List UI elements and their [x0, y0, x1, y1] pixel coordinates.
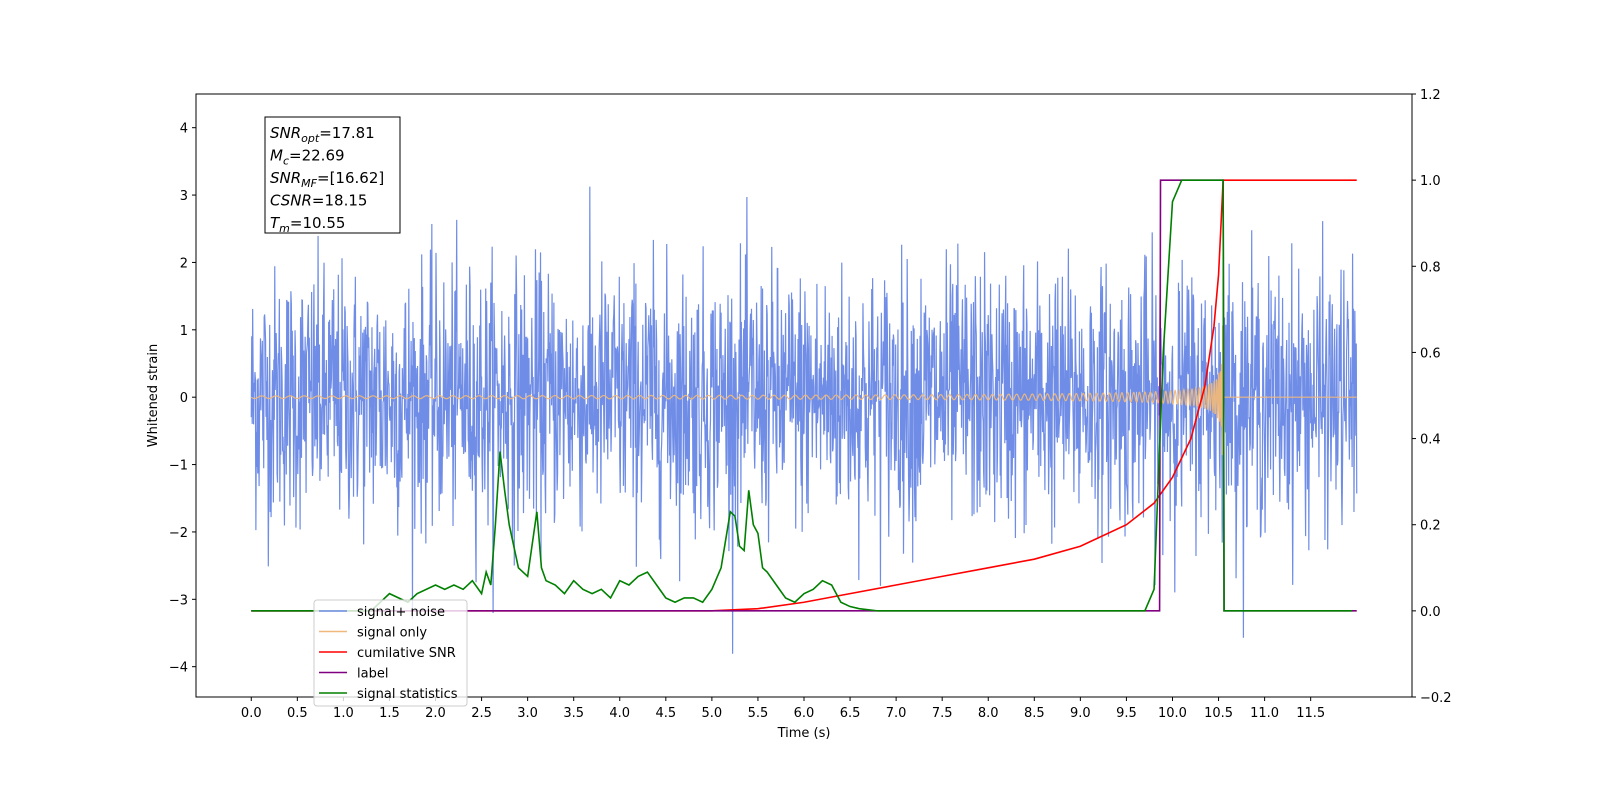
x-tick-label: 10.5	[1204, 706, 1233, 721]
y-left-tick-label: −2	[169, 526, 188, 541]
y-left-tick-label: 0	[180, 391, 188, 406]
x-tick-label: 9.0	[1070, 706, 1091, 721]
legend-entry: label	[357, 667, 388, 682]
x-tick-label: 0.0	[241, 706, 262, 721]
y-right-tick-label: 0.6	[1420, 346, 1441, 361]
y-left-tick-label: 4	[180, 122, 188, 137]
legend-entry: signal only	[357, 626, 427, 641]
series-cumilative-snr	[251, 179, 1357, 612]
series-signal-noise	[250, 186, 1358, 654]
x-tick-label: 4.0	[609, 706, 630, 721]
legend-frame	[313, 599, 468, 707]
info-box-frame	[264, 116, 401, 234]
x-tick-label: 5.5	[748, 706, 769, 721]
x-tick-label: 8.0	[978, 706, 999, 721]
x-tick-label: 6.0	[794, 706, 815, 721]
y-left-tick-label: 3	[180, 189, 188, 204]
y-right-tick-label: 0.0	[1420, 605, 1441, 620]
y-right-tick-label: −0.2	[1420, 691, 1452, 706]
x-tick-label: 5.0	[702, 706, 723, 721]
legend: signal+ noise signal only cumilative SNR la…	[313, 599, 468, 707]
series-signal-statistics	[251, 179, 1353, 612]
x-tick-label: 8.5	[1024, 706, 1045, 721]
x-tick-label: 11.0	[1250, 706, 1279, 721]
y-axis-label: Whitened strain	[146, 344, 161, 447]
x-tick-label: 2.5	[471, 706, 492, 721]
x-tick-label: 7.5	[932, 706, 953, 721]
y-right-tick-label: 0.2	[1420, 519, 1441, 534]
y-right-tick-label: 1.2	[1420, 88, 1441, 103]
info-line: SNRMF=[16.62]	[270, 169, 384, 190]
series-signal-only	[250, 325, 1357, 456]
x-tick-label: 11.5	[1296, 706, 1325, 721]
x-tick-label: 2.0	[425, 706, 446, 721]
info-line: SNRopt=17.81	[270, 124, 375, 145]
x-tick-label: 9.5	[1116, 706, 1137, 721]
plot-layer	[250, 179, 1358, 654]
y-right-tick-label: 0.4	[1420, 433, 1441, 448]
x-tick-label: 1.0	[333, 706, 354, 721]
x-tick-label: 1.5	[379, 706, 400, 721]
y-left-tick-label: 2	[180, 256, 188, 271]
y-left-tick-label: 1	[180, 324, 188, 339]
x-tick-label: 10.0	[1158, 706, 1187, 721]
x-tick-label: 7.0	[886, 706, 907, 721]
info-line: CSNR=18.15	[270, 192, 367, 210]
y-right-tick-label: 1.0	[1420, 174, 1441, 189]
x-tick-label: 0.5	[287, 706, 308, 721]
info-line: Mc=22.69	[270, 147, 345, 168]
legend-entry: cumilative SNR	[357, 646, 456, 661]
x-tick-label: 6.5	[840, 706, 861, 721]
y-left-tick-label: −3	[169, 593, 188, 608]
x-tick-label: 3.0	[517, 706, 538, 721]
legend-entry: signal+ noise	[357, 605, 445, 620]
info-line: Tm=10.55	[270, 214, 345, 235]
x-tick-label: 4.5	[655, 706, 676, 721]
y-right-tick-label: 0.8	[1420, 260, 1441, 275]
y-left-tick-label: −4	[169, 661, 188, 676]
x-axis-label: Time (s)	[777, 726, 831, 741]
legend-entry: signal statistics	[357, 687, 458, 702]
x-tick-label: 3.5	[563, 706, 584, 721]
y-left-tick-label: −1	[169, 459, 188, 474]
ticks-layer: 0.0 0.5 1.0 1.5 2.0 2.5 3.0 3.5 4.0 4.5 5.0 5.5 6.0 6…	[169, 88, 1452, 721]
